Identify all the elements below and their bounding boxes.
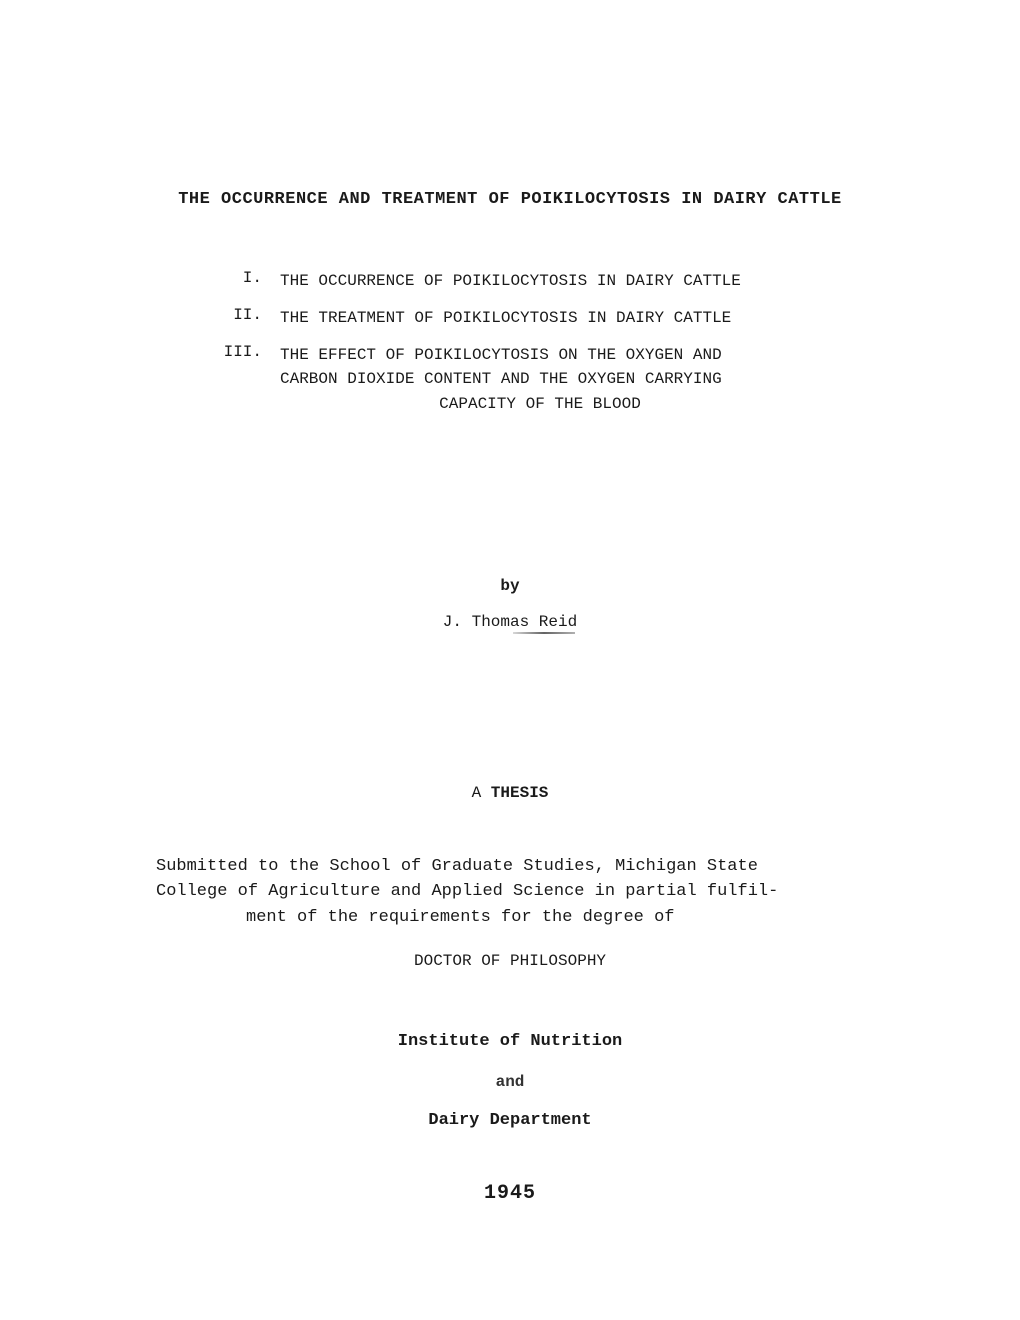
section-line: CAPACITY OF THE BLOOD bbox=[280, 392, 850, 417]
and-label: and bbox=[150, 1073, 870, 1091]
degree-label: DOCTOR OF PHILOSOPHY bbox=[150, 952, 870, 970]
author-name: J. Thomas Reid bbox=[443, 613, 577, 634]
section-text: THE TREATMENT OF POIKILOCYTOSIS IN DAIRY… bbox=[280, 306, 850, 331]
submitted-line: College of Agriculture and Applied Scien… bbox=[156, 879, 864, 905]
main-title: THE OCCURRENCE AND TREATMENT OF POIKILOC… bbox=[150, 190, 870, 209]
author-text: J. Thomas Reid bbox=[443, 613, 577, 631]
section-row-3: III. THE EFFECT OF POIKILOCYTOSIS ON THE… bbox=[210, 343, 850, 417]
section-row-2: II. THE TREATMENT OF POIKILOCYTOSIS IN D… bbox=[210, 306, 850, 331]
by-label: by bbox=[150, 577, 870, 595]
submitted-line: ment of the requirements for the degree … bbox=[156, 905, 864, 931]
thesis-title-page: THE OCCURRENCE AND TREATMENT OF POIKILOC… bbox=[0, 0, 1020, 1320]
thesis-word: THESIS bbox=[491, 784, 549, 802]
author-underline bbox=[513, 632, 575, 634]
thesis-label: A THESIS bbox=[150, 784, 870, 802]
section-row-1: I. THE OCCURRENCE OF POIKILOCYTOSIS IN D… bbox=[210, 269, 850, 294]
section-line: CARBON DIOXIDE CONTENT AND THE OXYGEN CA… bbox=[280, 367, 850, 392]
section-line: THE EFFECT OF POIKILOCYTOSIS ON THE OXYG… bbox=[280, 343, 850, 368]
submitted-line: Submitted to the School of Graduate Stud… bbox=[156, 854, 864, 880]
byline-block: by J. Thomas Reid bbox=[150, 577, 870, 634]
department-label: Dairy Department bbox=[150, 1111, 870, 1130]
section-text: THE EFFECT OF POIKILOCYTOSIS ON THE OXYG… bbox=[280, 343, 850, 417]
submitted-block: Submitted to the School of Graduate Stud… bbox=[150, 854, 870, 931]
section-num: II. bbox=[210, 306, 280, 331]
institute-label: Institute of Nutrition bbox=[150, 1032, 870, 1051]
thesis-prefix: A bbox=[472, 784, 491, 802]
section-num: III. bbox=[210, 343, 280, 417]
section-text: THE OCCURRENCE OF POIKILOCYTOSIS IN DAIR… bbox=[280, 269, 850, 294]
year-label: 1945 bbox=[150, 1182, 870, 1205]
sections-list: I. THE OCCURRENCE OF POIKILOCYTOSIS IN D… bbox=[210, 269, 850, 417]
section-num: I. bbox=[210, 269, 280, 294]
